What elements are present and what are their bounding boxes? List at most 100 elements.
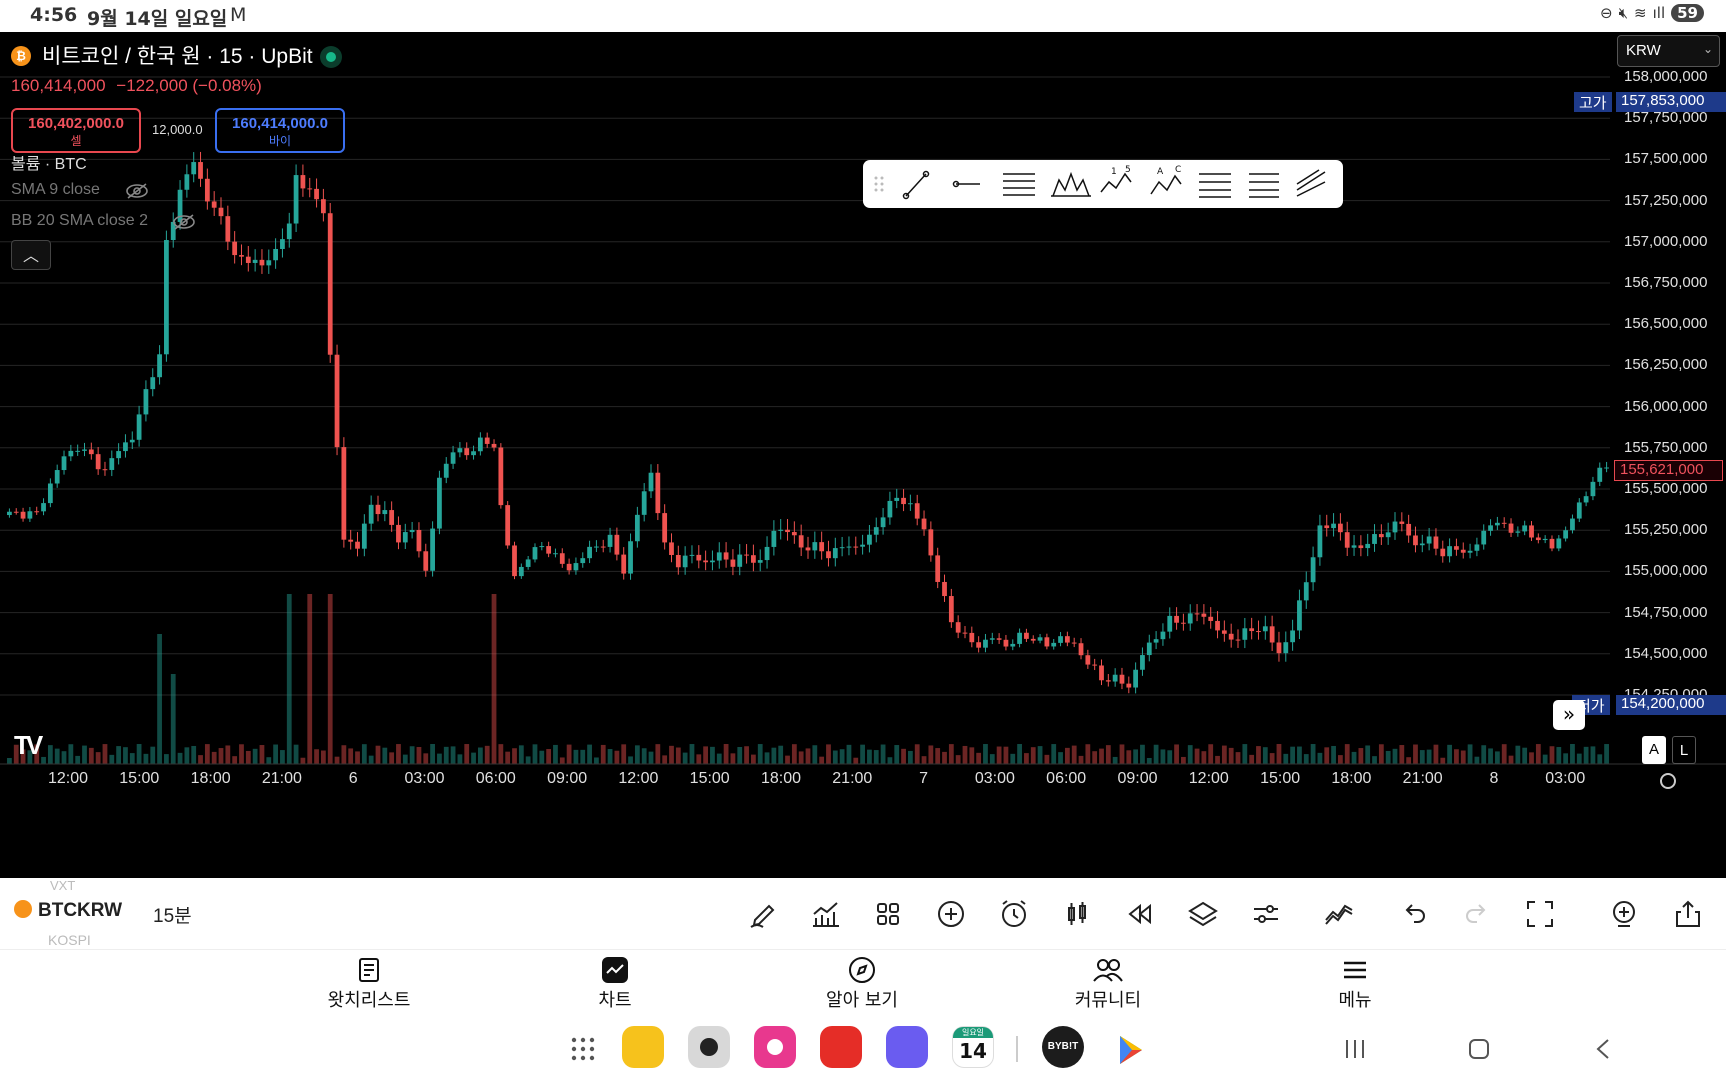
nav-watchlist[interactable]: 왓치리스트: [309, 956, 429, 1012]
layouts-icon[interactable]: [872, 898, 904, 930]
home-icon[interactable]: [1467, 1037, 1491, 1061]
status-date: 9월 14일 일요일: [87, 8, 228, 30]
candle-body: [409, 529, 415, 533]
candle-body: [450, 452, 456, 464]
volume-bar: [389, 752, 395, 764]
add-icon[interactable]: [935, 898, 967, 930]
settings-sliders-icon[interactable]: [1250, 898, 1282, 930]
candle-body: [1208, 616, 1214, 621]
app-drawer-icon[interactable]: [570, 1036, 596, 1062]
volume-bar: [1344, 744, 1350, 764]
quick-add-icon[interactable]: [1608, 898, 1640, 930]
candle-body: [1181, 622, 1186, 624]
candle-body: [341, 447, 347, 540]
candle-body: [532, 547, 538, 560]
hidden-eye-icon[interactable]: [171, 213, 197, 231]
tradingview-logo[interactable]: TV: [14, 730, 43, 760]
auto-scale-button[interactable]: A: [1642, 736, 1666, 764]
volume-bar: [41, 756, 46, 764]
currency-select[interactable]: KRW ⌄: [1617, 35, 1720, 67]
share-icon[interactable]: [1672, 898, 1704, 930]
x-tick-label: 09:00: [1117, 770, 1158, 787]
volume-bar: [1051, 744, 1057, 764]
watchlist-icon: [359, 958, 379, 982]
y-tick-label: 154,750,000: [1624, 603, 1708, 621]
redo-icon[interactable]: [1461, 898, 1493, 930]
volume-bar: [1058, 752, 1063, 764]
back-icon[interactable]: [1593, 1037, 1613, 1061]
legend-bollinger[interactable]: BB 20 SMA close 2: [11, 212, 148, 229]
volume-bar: [164, 754, 169, 764]
notes-app-icon[interactable]: [820, 1026, 862, 1068]
bybit-app-icon[interactable]: BYB!T: [1042, 1026, 1084, 1068]
indicators-icon[interactable]: [810, 898, 842, 930]
candle-body: [1194, 613, 1200, 615]
volume-bar: [498, 744, 504, 764]
replay-icon[interactable]: [1124, 898, 1156, 930]
volume-bar: [170, 674, 176, 764]
internet-app-icon[interactable]: [886, 1026, 928, 1068]
nav-explore[interactable]: 알아 보기: [802, 956, 922, 1012]
candle-type-icon[interactable]: [1061, 898, 1093, 930]
sell-button[interactable]: 160,402,000.0 셀: [11, 108, 141, 153]
legend-volume[interactable]: 볼륨 · BTC: [11, 156, 87, 173]
volume-bar: [798, 751, 804, 764]
candle-body: [368, 504, 374, 524]
candle-body: [580, 558, 586, 564]
camera-app-icon[interactable]: [688, 1026, 730, 1068]
play-store-icon[interactable]: [1116, 1034, 1146, 1066]
legend-sma[interactable]: SMA 9 close: [11, 181, 100, 198]
candle-body: [812, 542, 818, 551]
candle-body: [498, 447, 504, 506]
nav-community[interactable]: 커뮤니티: [1048, 956, 1168, 1012]
volume-bar: [559, 757, 565, 764]
symbol-title[interactable]: 비트코인 / 한국 원 · 15 · UpBit: [42, 45, 313, 68]
alarm-icon[interactable]: [998, 898, 1030, 930]
candle-body: [1187, 613, 1193, 624]
recent-apps-icon[interactable]: [1343, 1038, 1367, 1060]
symbol-search-button[interactable]: BTCKRW: [14, 900, 122, 922]
log-scale-button[interactable]: L: [1672, 736, 1696, 764]
candle-body: [1085, 655, 1091, 665]
volume-bar: [1119, 744, 1125, 764]
candlestick-chart[interactable]: [0, 32, 1726, 878]
undo-icon[interactable]: [1398, 898, 1430, 930]
volume-bar: [757, 744, 763, 764]
calendar-app-icon[interactable]: 일요일 14: [952, 1026, 994, 1068]
volume-bar: [477, 747, 483, 764]
volume-bar: [61, 751, 67, 764]
scroll-to-realtime-button[interactable]: »: [1553, 700, 1585, 730]
candle-body: [587, 546, 592, 559]
candle-body: [546, 546, 552, 554]
axis-settings-icon[interactable]: [1660, 773, 1676, 789]
my-files-app-icon[interactable]: [622, 1026, 664, 1068]
nav-menu[interactable]: 메뉴: [1295, 956, 1415, 1012]
volume-bar: [361, 744, 367, 764]
volume-bar: [123, 747, 128, 764]
compare-icon[interactable]: [1323, 898, 1355, 930]
gallery-app-icon[interactable]: [754, 1026, 796, 1068]
volume-bar: [82, 745, 87, 764]
nav-chart[interactable]: 차트: [555, 956, 675, 1012]
volume-bar: [935, 748, 941, 764]
volume-bar: [1576, 753, 1582, 764]
last-price: 160,414,000: [11, 76, 106, 95]
volume-bar: [1358, 748, 1364, 764]
hidden-eye-icon[interactable]: [124, 182, 150, 200]
x-tick-label: 06:00: [1046, 770, 1087, 787]
pen-icon[interactable]: [747, 898, 779, 930]
candle-body: [225, 216, 231, 242]
x-tick-label: 09:00: [547, 770, 588, 787]
price-chart[interactable]: ₿ 비트코인 / 한국 원 · 15 · UpBit 160,414,000 −…: [0, 32, 1726, 878]
candle-body: [361, 523, 367, 549]
spread-value: 12,000.0: [152, 122, 203, 137]
y-tick-label: 154,500,000: [1624, 644, 1708, 662]
buy-button[interactable]: 160,414,000.0 바이: [215, 108, 345, 153]
scrolled-symbol-above: VXT: [50, 878, 76, 893]
y-tick-label: 155,250,000: [1624, 521, 1708, 539]
interval-button[interactable]: 15분: [153, 906, 192, 927]
layers-icon[interactable]: [1187, 898, 1219, 930]
volume-bar: [566, 744, 572, 764]
fullscreen-icon[interactable]: [1524, 898, 1556, 930]
collapse-legend-button[interactable]: ︿: [11, 240, 51, 270]
